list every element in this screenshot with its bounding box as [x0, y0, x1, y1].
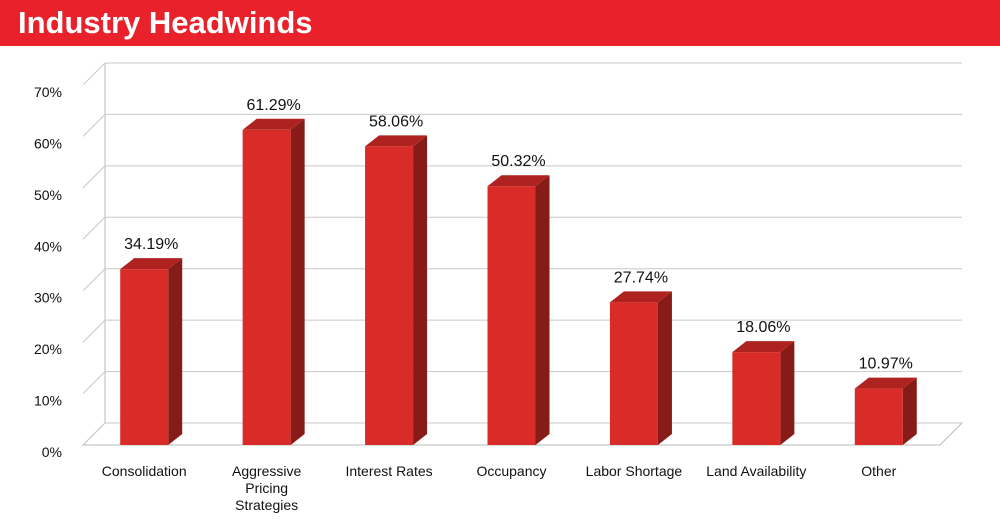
y-tick-label: 20%	[34, 341, 62, 357]
chart-title: Industry Headwinds	[18, 5, 313, 40]
grid-line-side	[82, 114, 106, 137]
value-label: 61.29%	[247, 97, 301, 114]
value-label: 58.06%	[369, 113, 423, 130]
bar	[854, 388, 903, 445]
bar	[609, 302, 658, 445]
bar	[732, 352, 781, 445]
x-tick-label: Consolidation	[101, 463, 187, 479]
bar-top	[365, 135, 428, 147]
x-tick-label: Aggressive Pricing Strategies	[232, 463, 302, 513]
grid-line-side	[82, 165, 106, 189]
value-label: 10.97%	[859, 356, 913, 373]
grid-line-side	[82, 62, 106, 86]
y-tick-label: 0%	[42, 444, 62, 460]
y-tick-label: 30%	[34, 290, 62, 306]
x-tick-label: Other	[861, 463, 897, 479]
bar-top	[487, 175, 550, 187]
value-label: 34.19%	[124, 236, 178, 253]
bar	[487, 186, 536, 445]
title-bar: Industry Headwinds	[0, 0, 1000, 46]
bar-side	[168, 258, 183, 445]
grid-line-side	[82, 422, 106, 446]
grid-line-side	[82, 371, 106, 394]
bar-top	[732, 341, 795, 353]
bar-top	[854, 377, 917, 389]
bar-side	[535, 175, 550, 445]
y-tick-label: 50%	[34, 187, 62, 203]
value-label: 50.32%	[491, 153, 545, 170]
bar-side	[902, 377, 917, 445]
bar-side	[780, 341, 795, 445]
bar	[120, 269, 169, 445]
bar	[365, 146, 414, 446]
bar-side	[413, 135, 428, 446]
bar-side	[290, 118, 305, 446]
x-tick-label: Labor Shortage	[585, 463, 683, 479]
x-tick-label: Occupancy	[476, 463, 547, 479]
x-tick-label: Interest Rates	[345, 463, 433, 479]
bar-top	[242, 118, 305, 130]
y-tick-label: 70%	[34, 84, 62, 100]
grid-line-side	[82, 216, 106, 240]
grid-line-side	[82, 319, 106, 343]
value-label: 18.06%	[736, 319, 790, 336]
y-tick-label: 60%	[34, 135, 62, 151]
bar-top	[609, 291, 672, 303]
grid-line-side	[82, 268, 106, 292]
y-tick-label: 10%	[34, 393, 62, 409]
value-label: 27.74%	[614, 269, 668, 286]
x-tick-label: Land Availability	[706, 463, 807, 479]
bar-top	[120, 258, 183, 270]
y-tick-label: 40%	[34, 238, 62, 254]
bar	[242, 129, 291, 445]
bar-side	[657, 291, 672, 445]
